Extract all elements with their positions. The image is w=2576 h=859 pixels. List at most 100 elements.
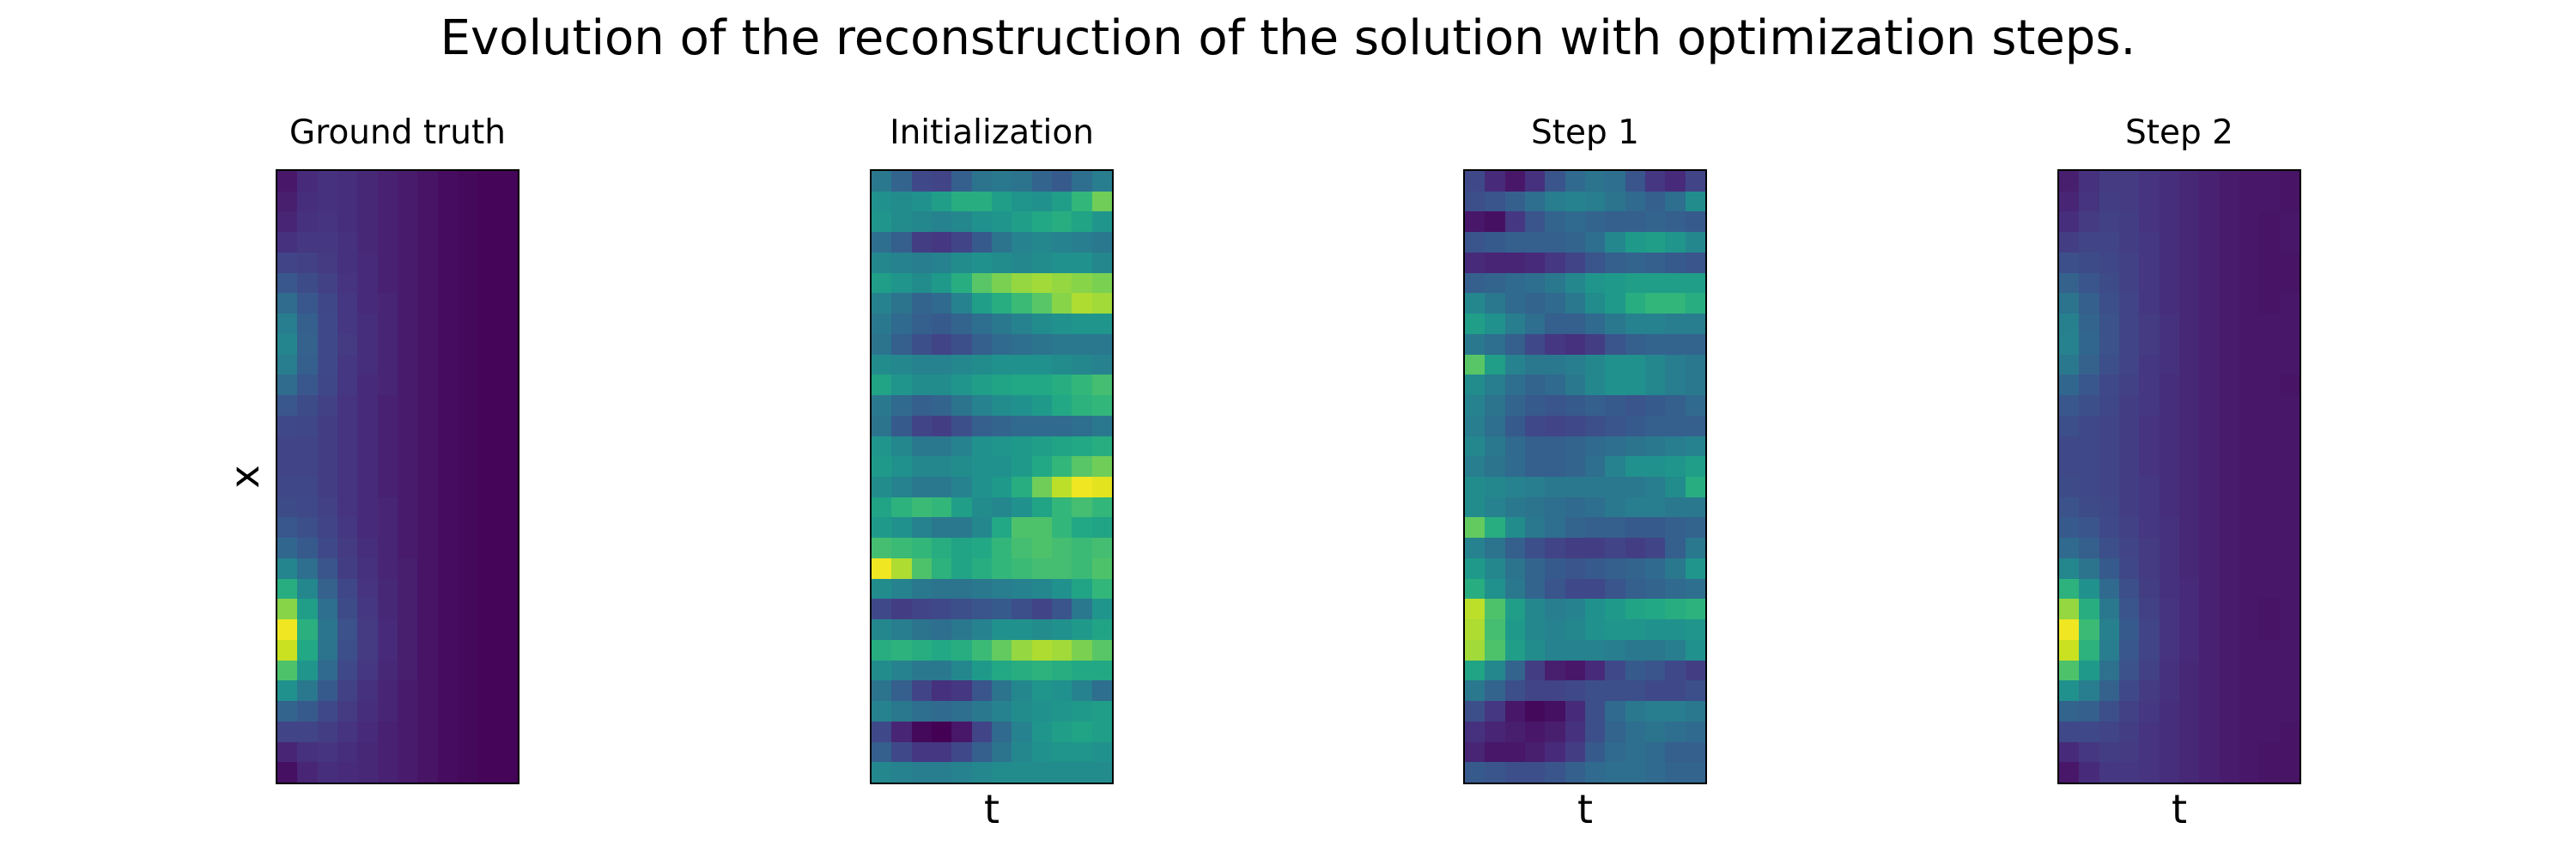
heatmap-cell (497, 354, 518, 375)
heatmap-cell (2239, 456, 2260, 477)
heatmap-cell (277, 354, 298, 375)
heatmap-cell (1585, 701, 1606, 722)
heatmap-cell (317, 599, 337, 620)
heatmap-cell (2059, 415, 2080, 436)
heatmap-cell (2179, 660, 2200, 681)
heatmap-cell (2259, 436, 2280, 457)
heatmap-cell (1052, 762, 1072, 783)
heatmap-cell (417, 395, 438, 416)
heatmap-cell (2099, 314, 2119, 334)
heatmap-cell (951, 211, 972, 233)
heatmap-cell (2099, 557, 2119, 579)
heatmap-cell (1685, 191, 1705, 212)
heatmap-cell (1564, 477, 1585, 497)
heatmap-cell (2219, 191, 2239, 212)
heatmap-cell (1525, 762, 1546, 783)
heatmap-cell (1504, 354, 1525, 375)
heatmap-cell (1645, 497, 1666, 518)
heatmap-cell (911, 477, 932, 497)
heatmap-cell (337, 578, 358, 600)
heatmap-cell (317, 415, 337, 436)
heatmap-cell (872, 741, 892, 763)
heatmap-cell (2259, 701, 2280, 722)
heatmap-cell (398, 599, 418, 620)
heatmap-cell (497, 619, 518, 640)
heatmap-cell (1685, 415, 1705, 436)
heatmap-cell (891, 557, 912, 579)
heatmap-cell (2159, 171, 2179, 192)
y-axis-label: x (222, 465, 268, 489)
heatmap-cell (932, 436, 952, 457)
heatmap-cell (1525, 456, 1546, 477)
heatmap-cell (1091, 660, 1112, 681)
heatmap-cell (1012, 415, 1032, 436)
heatmap-cell (1525, 436, 1546, 457)
heatmap-cell (1485, 721, 1505, 742)
heatmap-cell (357, 660, 378, 681)
heatmap-cell (2179, 456, 2200, 477)
heatmap-cell (2159, 191, 2179, 212)
heatmap-cell (497, 232, 518, 253)
heatmap-cell (1685, 599, 1705, 620)
heatmap-cell (357, 578, 378, 600)
heatmap-cell (1585, 680, 1606, 702)
heatmap-cell (398, 456, 418, 477)
heatmap-cell (971, 741, 992, 763)
heatmap-cell (1665, 314, 1686, 334)
heatmap-cell (2279, 314, 2300, 334)
heatmap-cell (1585, 660, 1606, 681)
heatmap-cell (1485, 741, 1505, 763)
heatmap-cell (1564, 701, 1585, 722)
heatmap-cell (477, 557, 498, 579)
heatmap-cell (2179, 619, 2200, 640)
heatmap-cell (1564, 232, 1585, 253)
heatmap-cell (2219, 415, 2239, 436)
heatmap-cell (1031, 660, 1052, 681)
heatmap-cell (417, 599, 438, 620)
heatmap-cell (992, 578, 1012, 600)
heatmap-cell (1012, 762, 1032, 783)
heatmap-cell (992, 252, 1012, 273)
heatmap-cell (2079, 171, 2099, 192)
heatmap-cell (458, 354, 478, 375)
heatmap-cell (891, 538, 912, 558)
heatmap-cell (951, 232, 972, 253)
heatmap-cell (932, 497, 952, 518)
heatmap-cell (377, 293, 398, 314)
heatmap-cell (377, 599, 398, 620)
heatmap-cell (1585, 354, 1606, 375)
heatmap-cell (1625, 293, 1645, 314)
heatmap-cell (2199, 660, 2220, 681)
heatmap-cell (891, 232, 912, 253)
heatmap-cell (2159, 232, 2179, 253)
heatmap-cell (1685, 721, 1705, 742)
heatmap-cell (891, 639, 912, 661)
heatmap-cell (1031, 538, 1052, 558)
heatmap-cell (1665, 557, 1686, 579)
heatmap-cell (992, 314, 1012, 334)
heatmap-cell (2159, 680, 2179, 702)
heatmap-cell (1091, 191, 1112, 212)
heatmap-cell (398, 293, 418, 314)
heatmap-cell (1545, 375, 1565, 396)
heatmap-cell (951, 762, 972, 783)
heatmap-cell (2179, 354, 2200, 375)
heatmap-cell (1504, 497, 1525, 518)
heatmap-cell (497, 171, 518, 192)
heatmap-cell (1605, 211, 1625, 233)
heatmap-cell (1564, 293, 1585, 314)
heatmap-cell (1665, 477, 1686, 497)
heatmap-cell (2059, 701, 2080, 722)
heatmap-cell (1645, 578, 1666, 600)
heatmap-cell (1605, 415, 1625, 436)
heatmap-cell (297, 333, 318, 355)
heatmap-cell (951, 578, 972, 600)
heatmap-cell (1605, 171, 1625, 192)
heatmap-cell (1052, 333, 1072, 355)
heatmap-cell (1031, 415, 1052, 436)
heatmap-cell (2099, 232, 2119, 253)
heatmap-cell (911, 211, 932, 233)
heatmap-cell (2139, 252, 2160, 273)
heatmap-cell (497, 436, 518, 457)
heatmap-cell (1685, 375, 1705, 396)
